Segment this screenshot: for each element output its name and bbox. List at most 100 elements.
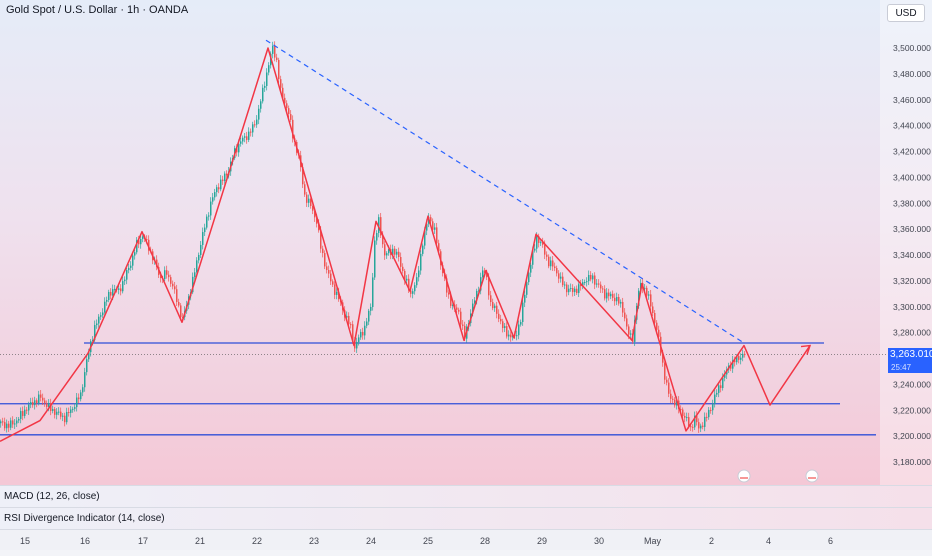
candle-body bbox=[492, 302, 494, 309]
candle-body bbox=[398, 251, 400, 257]
x-tick-label: 25 bbox=[423, 536, 433, 546]
candle-body bbox=[534, 248, 536, 251]
candle-body bbox=[518, 324, 520, 336]
candle-body bbox=[82, 387, 84, 393]
candle-body bbox=[584, 282, 586, 284]
event-icon bbox=[737, 469, 751, 483]
candle-body bbox=[718, 385, 720, 393]
candle-body bbox=[734, 360, 736, 363]
candle-body bbox=[348, 315, 350, 325]
candle-body bbox=[618, 296, 620, 304]
candle-body bbox=[260, 101, 262, 109]
candle-body bbox=[610, 293, 612, 297]
macd-label: MACD (12, 26, close) bbox=[4, 491, 100, 502]
candle-body bbox=[372, 277, 374, 308]
y-tick-label: 3,200.000 bbox=[893, 431, 931, 441]
candle-body bbox=[210, 201, 212, 216]
candle-body bbox=[402, 266, 404, 271]
y-tick-label: 3,320.000 bbox=[893, 276, 931, 286]
candle-body bbox=[120, 288, 122, 292]
candle-body bbox=[86, 359, 88, 373]
candle-body bbox=[12, 420, 14, 425]
candle-body bbox=[612, 293, 614, 298]
candle-body bbox=[10, 420, 12, 428]
candle-body bbox=[588, 274, 590, 282]
bar-countdown: 25:47 bbox=[888, 362, 932, 373]
candle-body bbox=[598, 283, 600, 285]
candle-body bbox=[94, 325, 96, 340]
candle-body bbox=[650, 294, 652, 307]
candle-body bbox=[88, 352, 90, 360]
candle-body bbox=[550, 260, 552, 267]
y-tick-label: 3,280.000 bbox=[893, 328, 931, 338]
candle-body bbox=[380, 217, 382, 236]
candle-body bbox=[138, 240, 140, 245]
candle-body bbox=[164, 270, 166, 280]
candle-body bbox=[500, 318, 502, 322]
candle-body bbox=[142, 236, 144, 240]
candle-body bbox=[384, 244, 386, 256]
candle-body bbox=[680, 409, 682, 411]
candle-body bbox=[672, 398, 674, 400]
y-tick-label: 3,460.000 bbox=[893, 95, 931, 105]
candle-body bbox=[134, 252, 136, 256]
x-tick-label: 23 bbox=[309, 536, 319, 546]
candle-body bbox=[648, 294, 650, 296]
candle-body bbox=[414, 285, 416, 292]
candle-body bbox=[558, 273, 560, 279]
candle-body bbox=[238, 143, 240, 153]
time-axis[interactable]: 15 16 17 21 22 23 24 25 28 29 30 May 2 4 6 bbox=[0, 529, 932, 550]
candle-body bbox=[510, 334, 512, 338]
candle-body bbox=[740, 357, 742, 360]
candle-body bbox=[644, 287, 646, 289]
candle-body bbox=[192, 276, 194, 293]
candle-body bbox=[646, 287, 648, 296]
candle-body bbox=[276, 57, 278, 60]
candle-body bbox=[564, 284, 566, 286]
candle-body bbox=[738, 356, 740, 360]
candle-body bbox=[714, 394, 716, 404]
candle-body bbox=[80, 392, 82, 400]
candle-body bbox=[652, 306, 654, 314]
currency-button[interactable]: USD bbox=[887, 4, 925, 22]
candle-body bbox=[526, 282, 528, 295]
candle-body bbox=[236, 148, 238, 153]
candle-body bbox=[224, 173, 226, 181]
macd-pane[interactable]: MACD (12, 26, close) bbox=[0, 485, 932, 507]
candle-body bbox=[278, 59, 280, 80]
candle-body bbox=[676, 400, 678, 406]
y-tick-label: 3,380.000 bbox=[893, 198, 931, 208]
candle-body bbox=[272, 45, 274, 54]
candle-body bbox=[668, 382, 670, 394]
candle-body bbox=[286, 103, 288, 109]
x-tick-label: 17 bbox=[138, 536, 148, 546]
price-chart[interactable]: 3,500.000 3,480.000 3,460.000 3,440.000 3,42… bbox=[0, 0, 932, 485]
candle-body bbox=[46, 403, 48, 407]
candle-body bbox=[170, 277, 172, 284]
candle-body bbox=[392, 248, 394, 255]
candle-body bbox=[92, 339, 94, 342]
main-chart-pane[interactable]: 3,500.000 3,480.000 3,460.000 3,440.000 3,42… bbox=[0, 0, 932, 485]
candle-body bbox=[194, 272, 196, 277]
candle-body bbox=[196, 260, 198, 273]
candle-body bbox=[538, 236, 540, 243]
candle-body bbox=[6, 423, 8, 429]
candle-body bbox=[382, 235, 384, 245]
rsi-pane[interactable]: RSI Divergence Indicator (14, close) bbox=[0, 507, 932, 529]
candle-body bbox=[72, 408, 74, 410]
candle-body bbox=[282, 87, 284, 98]
candle-body bbox=[722, 377, 724, 389]
candle-body bbox=[350, 324, 352, 326]
candle-body bbox=[460, 311, 462, 325]
y-tick-label: 3,500.000 bbox=[893, 43, 931, 53]
candle-body bbox=[574, 288, 576, 293]
candle-body bbox=[506, 326, 508, 337]
candle-body bbox=[474, 300, 476, 304]
candle-body bbox=[732, 360, 734, 369]
last-price-label: 3,263.010 bbox=[888, 348, 932, 362]
rsi-label: RSI Divergence Indicator (14, close) bbox=[4, 513, 165, 524]
candle-body bbox=[720, 385, 722, 389]
candle-body bbox=[312, 205, 314, 211]
candle-body bbox=[418, 270, 420, 278]
candle-body bbox=[252, 124, 254, 133]
